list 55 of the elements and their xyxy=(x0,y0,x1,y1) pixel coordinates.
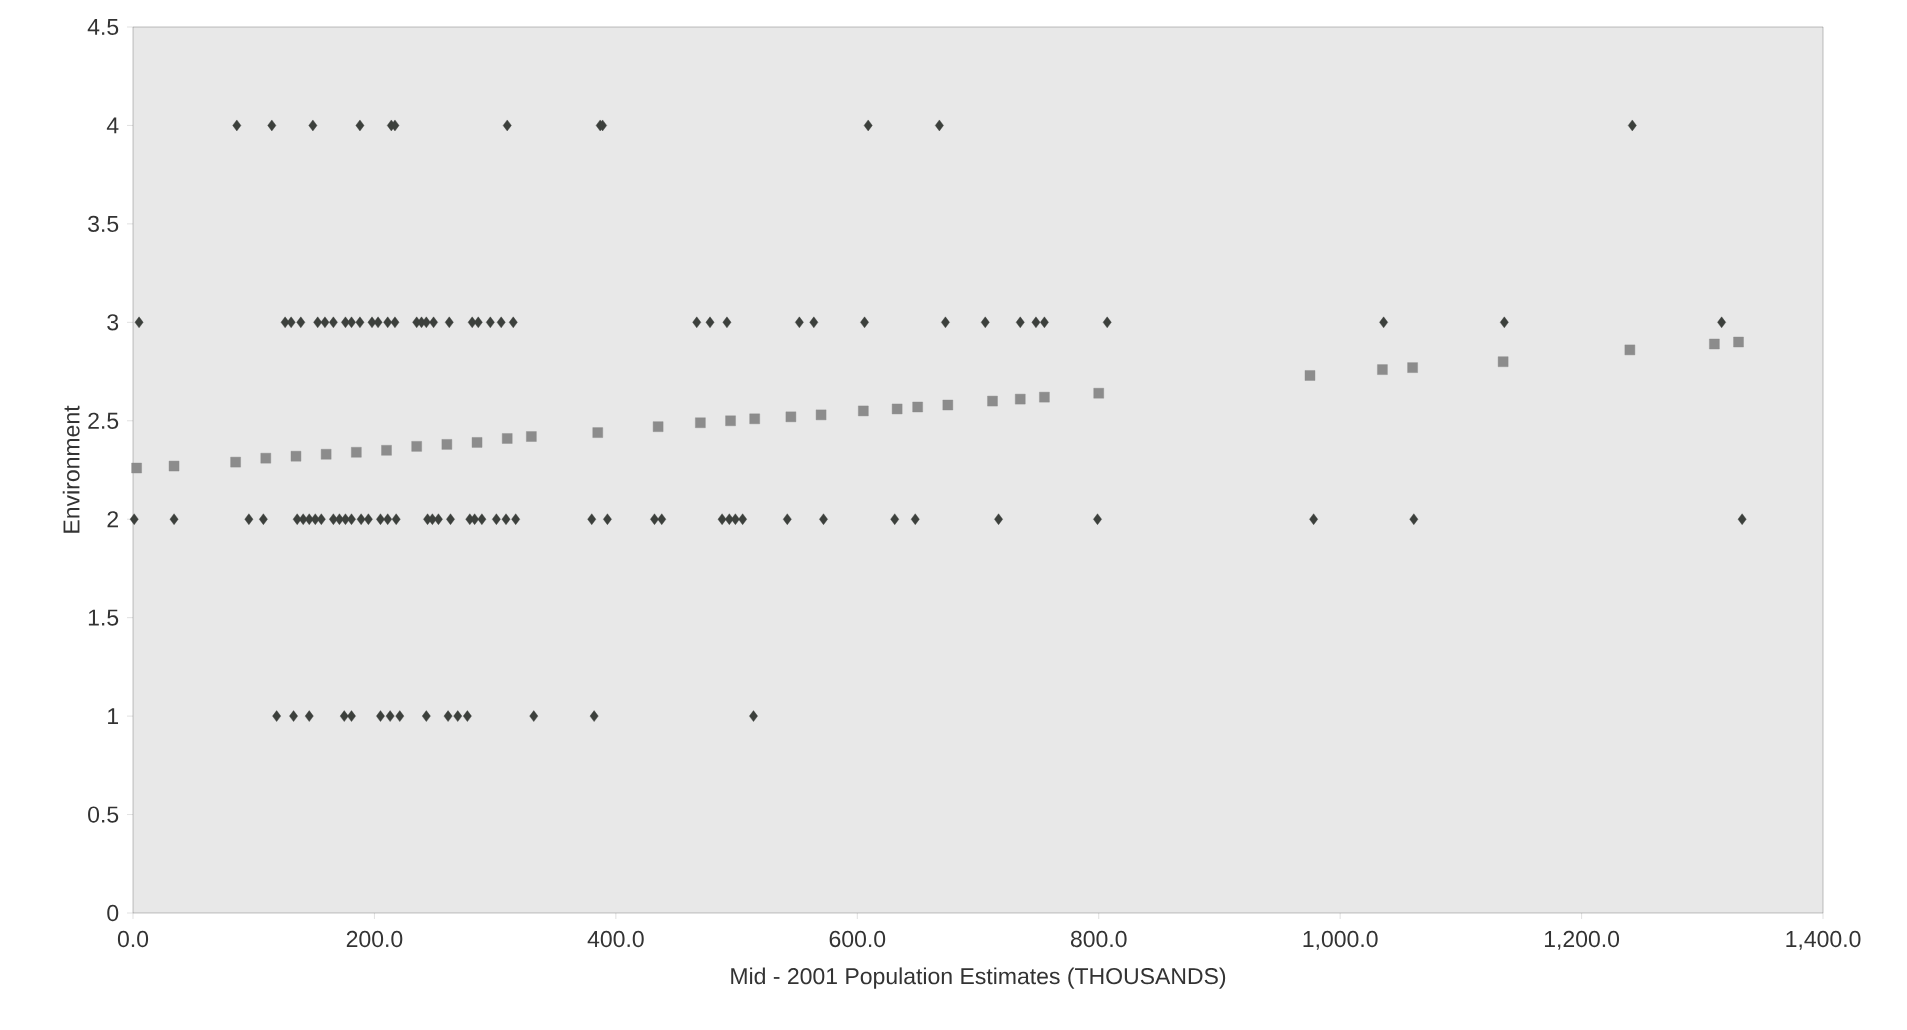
y-tick-label: 1.5 xyxy=(88,609,119,626)
x-tick-label: 1,200.0 xyxy=(1544,930,1620,950)
point xyxy=(912,401,923,413)
point xyxy=(471,437,483,448)
point xyxy=(1039,391,1050,403)
point xyxy=(230,456,241,468)
point xyxy=(260,452,271,464)
point xyxy=(1093,388,1104,399)
x-tick-label: 400.0 xyxy=(587,930,644,948)
point xyxy=(749,413,760,424)
x-tick-label: 200.0 xyxy=(346,930,403,948)
point xyxy=(1709,338,1720,350)
point xyxy=(441,439,453,450)
point xyxy=(381,445,392,456)
point xyxy=(785,411,797,423)
point xyxy=(290,451,302,462)
point xyxy=(1624,344,1636,356)
point xyxy=(652,421,664,432)
point xyxy=(502,433,513,444)
point xyxy=(1407,362,1418,373)
y-tick-label: 4.5 xyxy=(87,18,119,36)
y-tick-label: 0.5 xyxy=(88,806,119,823)
point xyxy=(526,431,537,442)
point xyxy=(131,462,142,474)
point xyxy=(1733,336,1744,348)
point xyxy=(592,427,603,438)
y-tick-label: 3.5 xyxy=(88,215,119,233)
y-tick-label: 1 xyxy=(108,708,119,725)
point xyxy=(695,417,706,428)
point xyxy=(1377,364,1388,375)
y-tick-label: 0 xyxy=(107,904,119,922)
point xyxy=(411,441,422,452)
point xyxy=(891,403,903,415)
y-tick-label: 3 xyxy=(107,314,119,331)
y-tick-label: 4 xyxy=(106,117,119,134)
x-tick-label: 1,400.0 xyxy=(1786,930,1861,950)
x-tick-label: 1,000.0 xyxy=(1303,930,1378,950)
point xyxy=(1497,356,1509,367)
point xyxy=(168,460,180,472)
point xyxy=(351,447,362,458)
y-axis-title: Environment xyxy=(62,405,80,533)
point xyxy=(725,415,736,426)
y-tick-label: 2.5 xyxy=(88,412,119,429)
x-tick-label: 600.0 xyxy=(829,930,886,948)
x-axis-title: Mid - 2001 Population Estimates (THOUSANDS) xyxy=(731,967,1226,989)
point xyxy=(1015,393,1026,405)
point xyxy=(815,409,827,421)
point xyxy=(987,395,998,407)
y-tick-label: 2 xyxy=(107,511,118,528)
point xyxy=(942,399,954,411)
point xyxy=(320,449,332,460)
point xyxy=(1304,370,1316,381)
x-tick-label: 800.0 xyxy=(1070,930,1127,948)
point xyxy=(858,405,869,417)
x-tick-label: 0.0 xyxy=(117,930,149,948)
